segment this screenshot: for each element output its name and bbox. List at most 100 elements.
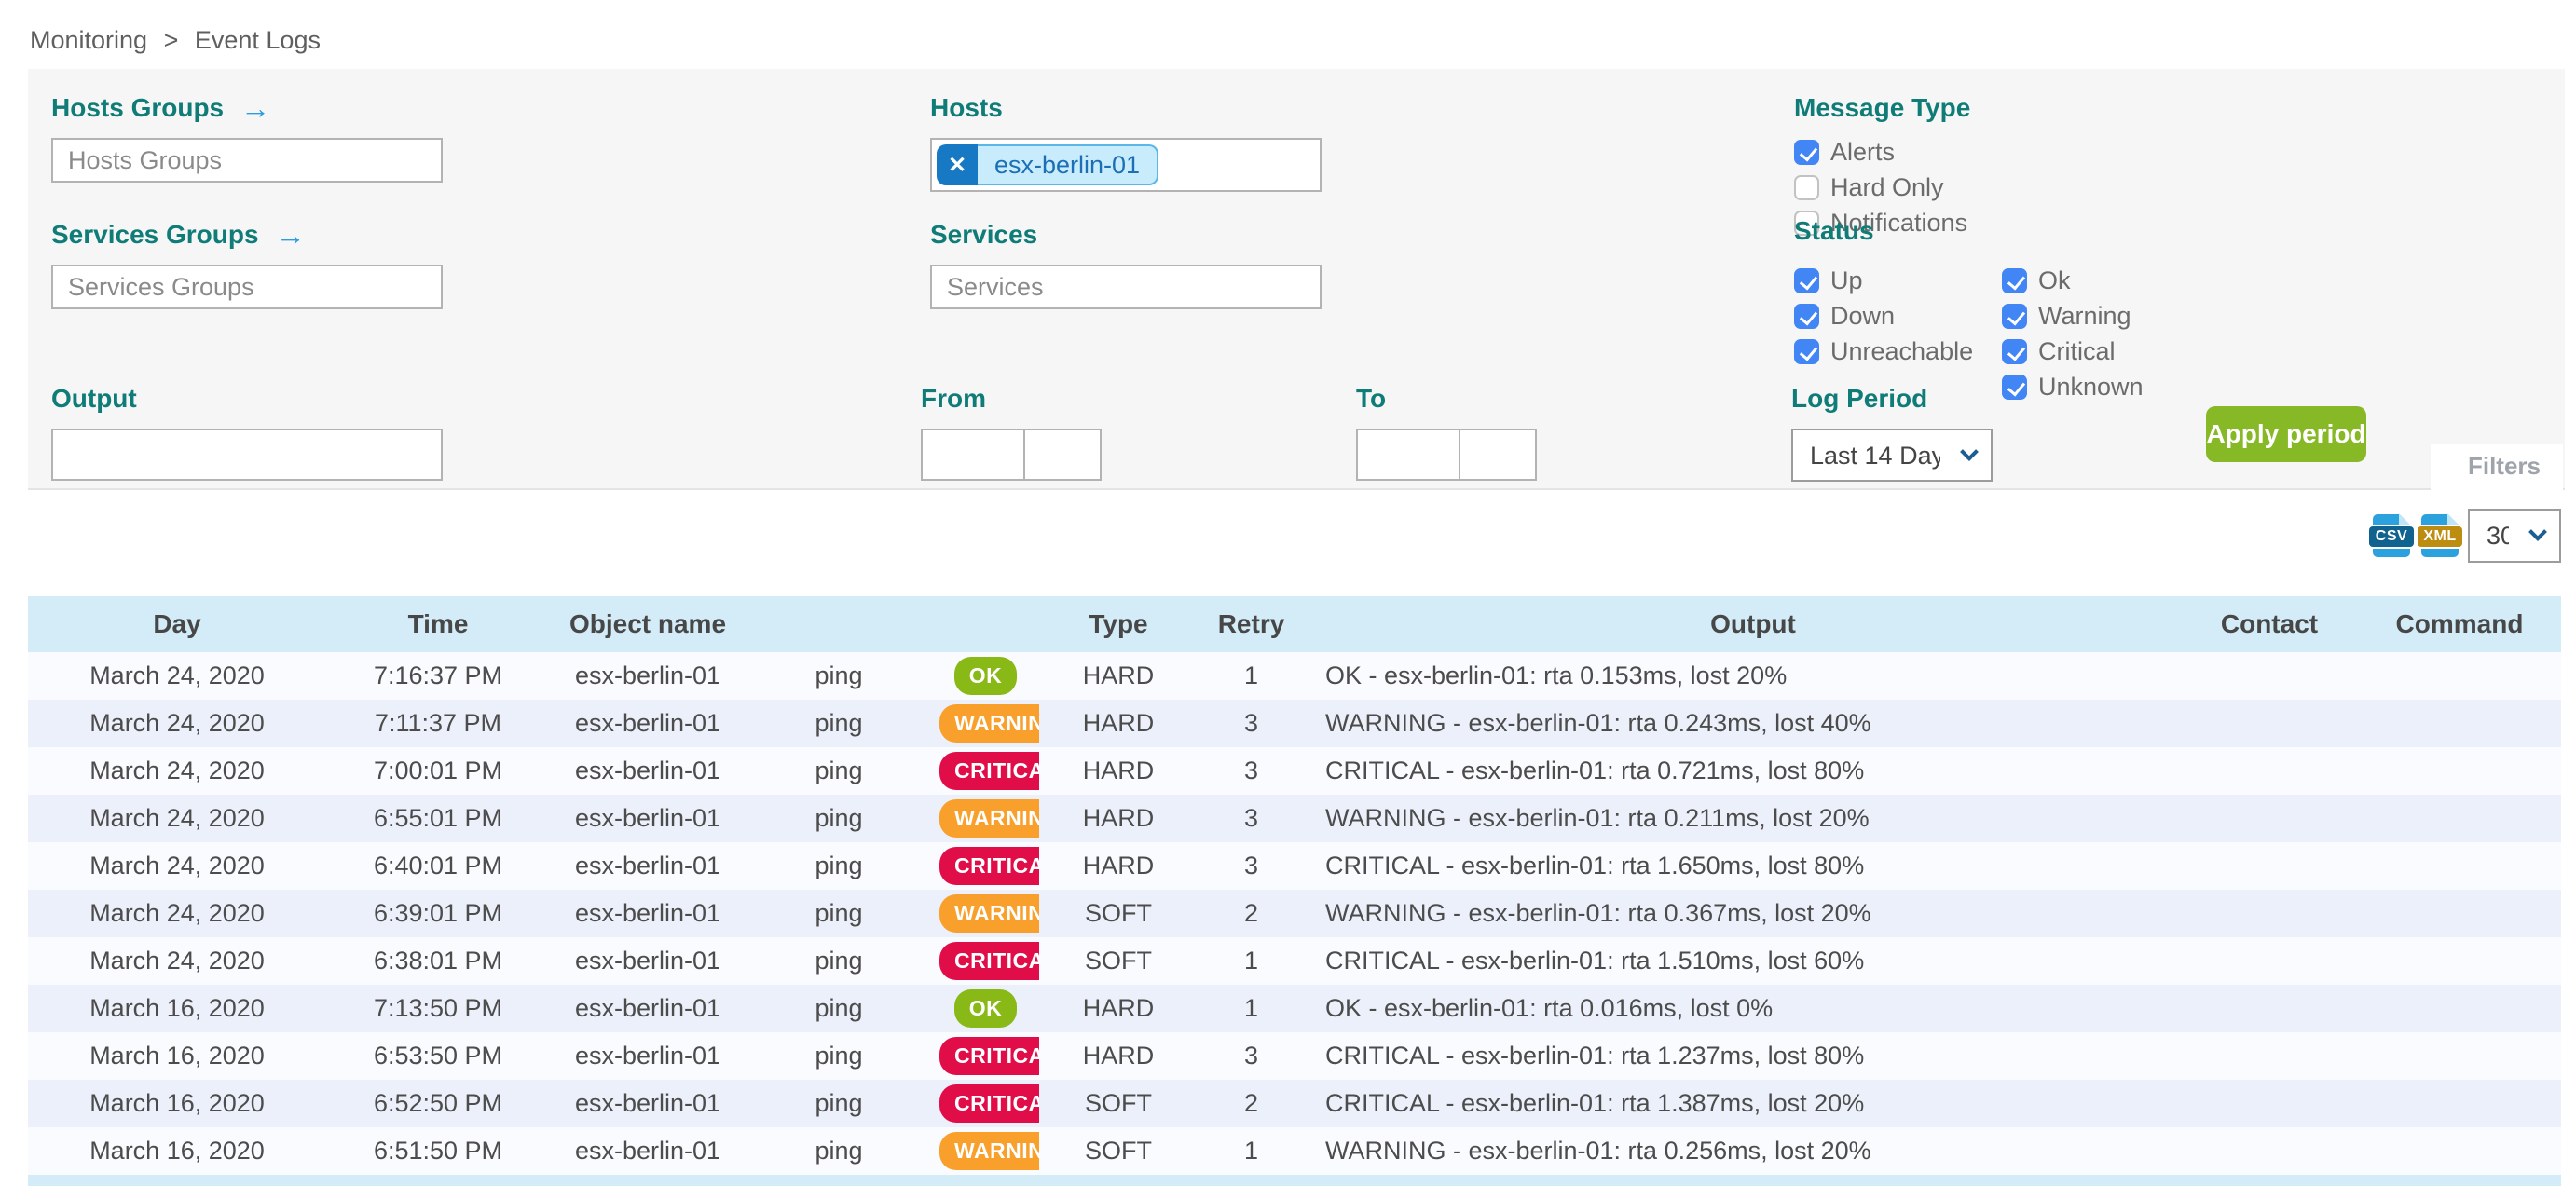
hosts-groups-input[interactable] [51,138,443,183]
file-type-label: XML [2418,526,2462,547]
status-badge: CRITICAL [939,847,1039,885]
to-time-input[interactable] [1459,429,1537,481]
cell-output: OK - esx-berlin-01: rta 0.153ms, lost 20… [1325,661,1788,689]
cell-service: ping [815,709,863,737]
cell-command [2358,1127,2561,1175]
cell-service: ping [815,1137,863,1165]
status-badge: CRITICAL [939,942,1039,980]
hosts-multiselect[interactable]: esx-berlin-01 [930,138,1322,192]
file-type-label: CSV [2369,526,2414,547]
checkbox-warning[interactable]: Warning [2002,302,2144,331]
checkbox-unchecked-icon[interactable] [1794,211,1819,236]
col-contact: Contact [2181,596,2358,652]
page-size-select[interactable]: 30 [2468,509,2561,563]
cell-retry: 1 [1243,661,1259,689]
table-header-row: Day Time Object name Type Retry Output C… [28,596,2561,652]
checkbox-label: Down [1830,302,1896,330]
checkbox-checked-icon[interactable] [1794,140,1819,165]
services-label: Services [930,220,1038,249]
table-footer-strip [28,1175,2561,1186]
checkbox-up[interactable]: Up [1794,266,1973,295]
checkbox-notifications[interactable]: Notifications [1794,209,1970,238]
cell-status: CRITICAL [932,1080,1039,1127]
checkbox-unknown[interactable]: Unknown [2002,373,2144,402]
file-fold-icon [2399,513,2411,525]
status-badge: OK [953,657,1018,695]
table-row: March 16, 2020 6:51:50 PM esx-berlin-01 pin… [28,1127,2561,1175]
checkbox-unchecked-icon[interactable] [1794,175,1819,200]
table-toolbar: CSV XML 30 [2369,509,2561,563]
from-time-input[interactable] [1023,429,1102,481]
checkbox-checked-icon[interactable] [1794,268,1819,293]
cell-day: March 16, 2020 [89,1042,265,1070]
col-retry: Retry [1198,596,1305,652]
export-xml-icon[interactable]: XML [2418,513,2462,557]
cell-service: ping [815,804,863,832]
cell-service: ping [815,994,863,1022]
cell-day: March 24, 2020 [89,757,265,784]
checkbox-hard-only[interactable]: Hard Only [1794,173,1970,202]
services-groups-arrow-icon[interactable] [276,220,306,250]
cell-day: March 24, 2020 [89,709,265,737]
table-row: March 24, 2020 7:16:37 PM esx-berlin-01 pin… [28,652,2561,700]
from-date-input[interactable] [921,429,1025,481]
output-input[interactable] [51,429,443,481]
export-csv-icon[interactable]: CSV [2369,513,2414,557]
remove-chip-icon[interactable] [937,144,978,185]
apply-period-button[interactable]: Apply period [2206,406,2366,462]
checkbox-checked-icon[interactable] [1794,339,1819,364]
services-groups-input[interactable] [51,265,443,309]
cell-day: March 24, 2020 [89,899,265,927]
cell-retry: 3 [1243,757,1259,784]
cell-day: March 16, 2020 [89,994,265,1022]
checkbox-checked-icon[interactable] [2002,375,2027,400]
checkbox-checked-icon[interactable] [2002,304,2027,329]
services-input[interactable] [930,265,1322,309]
cell-contact [2181,890,2358,937]
table-row: March 24, 2020 6:39:01 PM esx-berlin-01 pin… [28,890,2561,937]
cell-object: esx-berlin-01 [574,947,721,975]
file-fold-icon [2447,513,2460,525]
status-label: Status [1794,216,1874,245]
cell-contact [2181,652,2358,700]
services-groups-label: Services Groups [51,220,259,249]
cell-contact [2181,937,2358,985]
hosts-groups-arrow-icon[interactable] [240,93,270,123]
cell-status: WARNING [932,795,1039,842]
cell-retry: 3 [1243,852,1259,879]
breadcrumb: Monitoring > Event Logs [0,0,2576,55]
checkbox-ok[interactable]: Ok [2002,266,2144,295]
cell-type: HARD [1082,1042,1155,1070]
checkbox-alerts[interactable]: Alerts [1794,138,1970,167]
cell-time: 6:38:01 PM [373,947,503,975]
cell-contact [2181,700,2358,747]
cell-object: esx-berlin-01 [574,709,721,737]
status-badge: WARNING [939,704,1039,743]
checkbox-critical[interactable]: Critical [2002,337,2144,366]
checkbox-checked-icon[interactable] [1794,304,1819,329]
table-row: March 16, 2020 6:53:50 PM esx-berlin-01 pin… [28,1032,2561,1080]
to-date-input[interactable] [1356,429,1460,481]
breadcrumb-monitoring[interactable]: Monitoring [30,26,148,54]
col-day: Day [28,596,326,652]
col-service [746,596,932,652]
cell-output: CRITICAL - esx-berlin-01: rta 1.237ms, l… [1325,1042,1865,1070]
checkbox-unreachable[interactable]: Unreachable [1794,337,1973,366]
checkbox-checked-icon[interactable] [2002,339,2027,364]
log-period-select[interactable]: Last 14 Days [1791,429,1993,482]
checkbox-down[interactable]: Down [1794,302,1973,331]
cell-retry: 1 [1243,947,1259,975]
cell-contact [2181,1032,2358,1080]
status-badge: CRITICAL [939,1084,1039,1123]
checkbox-checked-icon[interactable] [2002,268,2027,293]
cell-type: HARD [1082,661,1155,689]
cell-command [2358,842,2561,890]
filters-panel: Hosts Groups Services Groups Output Host… [28,69,2565,490]
cell-service: ping [815,852,863,879]
message-type-label: Message Type [1794,93,1971,122]
cell-output: WARNING - esx-berlin-01: rta 0.243ms, lo… [1325,709,1871,737]
cell-day: March 24, 2020 [89,852,265,879]
cell-status: CRITICAL [932,937,1039,985]
cell-day: March 24, 2020 [89,947,265,975]
checkbox-label: Critical [2038,337,2116,365]
